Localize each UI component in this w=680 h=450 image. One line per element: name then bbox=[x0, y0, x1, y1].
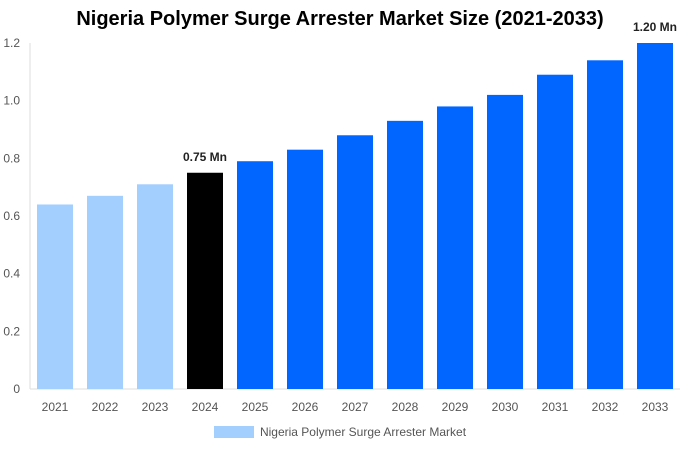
y-tick-label: 0 bbox=[13, 382, 20, 396]
x-tick-label: 2026 bbox=[292, 400, 319, 414]
bar-2032 bbox=[587, 60, 623, 390]
bar-2027 bbox=[337, 135, 373, 389]
x-tick-label: 2030 bbox=[492, 400, 519, 414]
x-tick-label: 2024 bbox=[192, 400, 219, 414]
x-tick-label: 2029 bbox=[442, 400, 469, 414]
bar-2025 bbox=[237, 161, 273, 389]
bar-2030 bbox=[487, 94, 523, 390]
x-tick-label: 2028 bbox=[392, 400, 419, 414]
bar-2023 bbox=[137, 184, 173, 389]
bar-2022 bbox=[87, 195, 123, 389]
x-tick-label: 2022 bbox=[92, 400, 119, 414]
data-label: 0.75 Mn bbox=[183, 150, 227, 164]
y-tick-label: 1.2 bbox=[3, 36, 20, 50]
bar-2021 bbox=[37, 204, 73, 389]
x-tick-label: 2031 bbox=[542, 400, 569, 414]
legend-label: Nigeria Polymer Surge Arrester Market bbox=[259, 425, 467, 439]
y-tick-label: 0.8 bbox=[3, 151, 20, 165]
legend: Nigeria Polymer Surge Arrester Market bbox=[0, 425, 680, 439]
bar-2033 bbox=[637, 43, 673, 389]
y-tick-label: 0.4 bbox=[3, 267, 20, 281]
y-tick-label: 0.6 bbox=[3, 209, 20, 223]
x-tick-label: 2033 bbox=[642, 400, 669, 414]
x-tick-label: 2032 bbox=[592, 400, 619, 414]
x-tick-label: 2023 bbox=[142, 400, 169, 414]
chart-title: Nigeria Polymer Surge Arrester Market Si… bbox=[76, 8, 604, 30]
bar-2028 bbox=[387, 120, 423, 389]
data-label: 1.20 Mn bbox=[633, 20, 677, 34]
x-tick-label: 2027 bbox=[342, 400, 369, 414]
legend-swatch bbox=[213, 426, 254, 438]
bar-2024 bbox=[187, 172, 223, 389]
bar-2026 bbox=[287, 149, 323, 389]
y-tick-label: 1.0 bbox=[3, 94, 20, 108]
x-tick-label: 2025 bbox=[242, 400, 269, 414]
bar-2031 bbox=[537, 74, 573, 389]
y-tick-label: 0.2 bbox=[3, 324, 20, 338]
x-tick-label: 2021 bbox=[42, 400, 69, 414]
bar-2029 bbox=[437, 106, 473, 389]
